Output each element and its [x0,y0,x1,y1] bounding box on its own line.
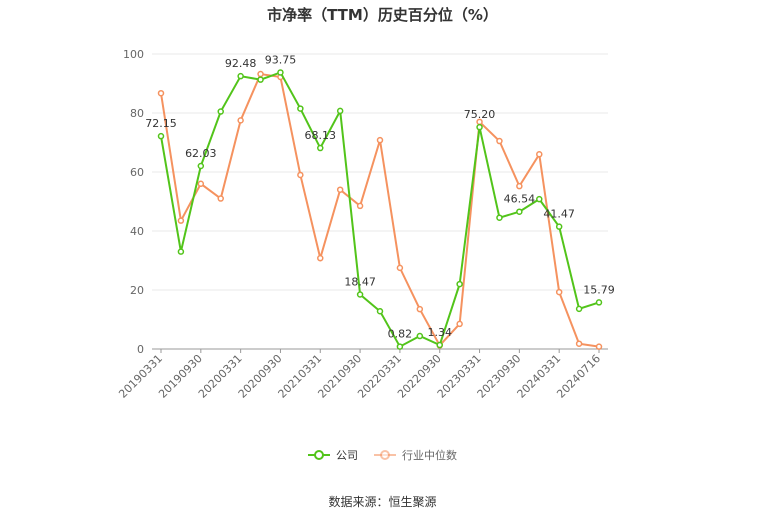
x-tick-label: 20240716 [554,352,603,401]
point-industry [356,202,364,210]
series-line-industry [160,72,600,348]
point-industry [217,195,224,202]
data-label: 68.13 [305,129,337,142]
point-industry [197,180,205,188]
series-lines [157,69,603,350]
data-label: 15.79 [583,283,615,296]
point-industry [336,186,344,193]
y-axis-ticks: 0 20 40 60 80 100 [123,48,144,356]
y-tick-label: 40 [130,225,144,238]
point-company [575,305,583,313]
y-tick-label: 20 [130,284,144,297]
point-company [456,280,463,288]
point-company [217,108,224,115]
point-industry [157,89,165,97]
point-industry [555,288,563,296]
chart-title: 市净率（TTM）历史百分位（%） [267,6,498,24]
point-company [516,208,523,215]
point-company [476,123,483,131]
point-industry [297,171,304,179]
y-tick-label: 0 [137,343,144,356]
data-label: 62.03 [185,147,217,160]
point-company [595,299,603,306]
data-label: 18.47 [344,276,376,289]
data-label: 41.47 [543,208,575,221]
legend-item-industry[interactable]: 行业中位数 [374,447,457,463]
data-label: 46.54 [504,193,536,206]
point-company [317,144,324,152]
point-company [416,332,424,340]
point-company [257,76,264,83]
point-company [496,214,503,221]
point-company [197,162,205,170]
point-company [177,248,185,255]
grid-lines [152,53,608,291]
point-company [237,72,244,80]
point-company [356,291,364,298]
legend-industry-icon [374,450,396,460]
legend-item-company[interactable]: 公司 [308,447,358,463]
point-industry [257,70,264,78]
point-company [555,223,563,230]
point-industry [376,136,384,144]
point-industry [575,340,583,347]
point-company [536,195,543,203]
point-company [157,132,165,140]
x-axis: 2019033120190930202003312020093020210331… [116,348,608,401]
legend-company-icon [308,450,330,460]
point-company [436,341,443,349]
point-industry [237,117,244,124]
data-label: 75.20 [464,108,496,121]
point-company [297,105,304,112]
point-industry [516,182,523,190]
point-company [396,343,404,350]
data-label: 72.15 [145,117,177,130]
point-industry [595,343,603,350]
point-industry [536,151,543,158]
point-industry [177,217,185,224]
legend-label-company: 公司 [336,449,358,462]
data-label: 93.75 [265,53,297,66]
point-company [376,307,384,315]
data-label: 92.48 [225,57,257,70]
point-company [277,69,284,76]
data-label: 0.82 [388,328,413,341]
point-industry [456,320,463,328]
source-note: 数据来源：恒生聚源 [328,495,437,509]
y-tick-label: 100 [123,48,144,61]
series-line-company [160,71,600,348]
point-industry [416,305,424,313]
y-tick-label: 60 [130,166,144,179]
point-industry [496,137,503,145]
y-tick-label: 80 [130,107,144,120]
point-company [336,107,344,115]
point-industry [317,254,324,262]
data-label: 1.34 [427,326,452,339]
point-industry [396,264,404,272]
legend-label-industry: 行业中位数 [402,449,457,462]
legend: 公司 行业中位数 [0,447,765,463]
data-labels: 72.15 62.03 92.48 93.75 68.13 18.47 0.82 1.34 75… [145,53,615,340]
